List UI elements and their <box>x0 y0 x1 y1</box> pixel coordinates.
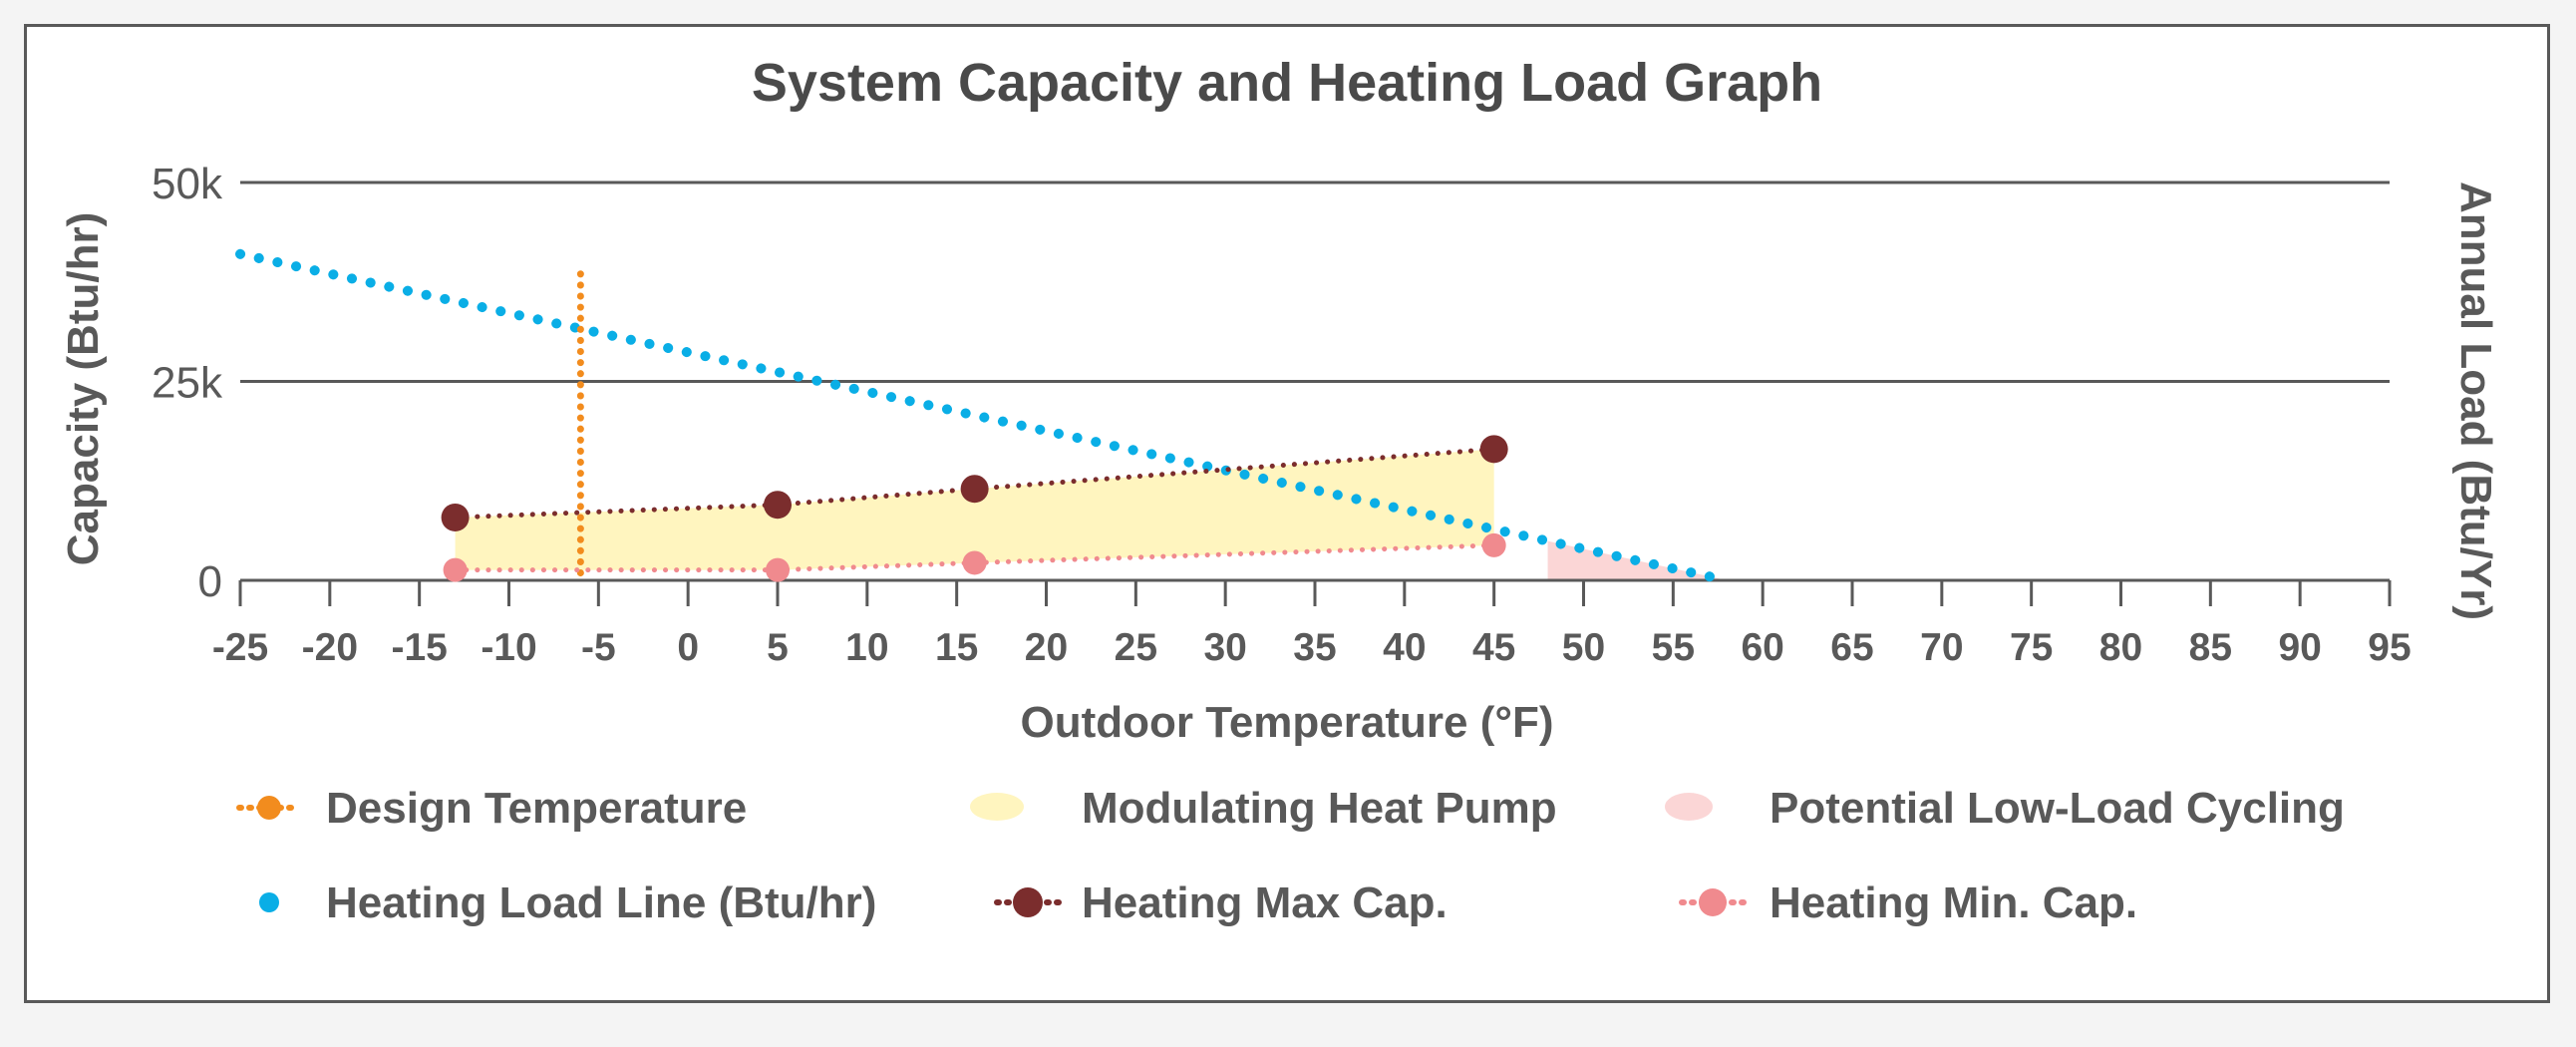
x-tick-label: 20 <box>1025 626 1068 669</box>
y-tick-label: 25k <box>152 359 223 408</box>
x-tick-label: 30 <box>1203 626 1246 669</box>
legend-label-design-temperature: Design Temperature <box>326 784 747 833</box>
y-axis-label: Capacity (Btu/hr) <box>59 212 108 565</box>
legend-item-modulating-heat-pump: Modulating Heat Pump <box>970 784 1557 833</box>
x-tick-label: 60 <box>1741 626 1783 669</box>
grid-lines <box>240 180 2390 383</box>
heating-max-cap-point <box>441 503 470 531</box>
x-axis-label: Outdoor Temperature (°F) <box>1020 698 1553 747</box>
legend-item-heating-max-cap: Heating Max Cap. <box>994 878 1448 927</box>
legend-item-heating-min-cap: Heating Min. Cap. <box>1679 878 2137 927</box>
legend: Design Temperature Heating Load Line (Bt… <box>236 784 2345 927</box>
x-tick-label: 80 <box>2099 626 2142 669</box>
x-tick-label: 35 <box>1293 626 1336 669</box>
legend-label-heating-min-cap: Heating Min. Cap. <box>1770 878 2137 927</box>
heating-max-cap-point <box>1479 435 1508 464</box>
chart-frame: System Capacity and Heating Load Graph 0… <box>24 24 2550 1003</box>
x-tick-label: -5 <box>581 626 616 669</box>
x-tick-label: 15 <box>935 626 978 669</box>
chart-title: System Capacity and Heating Load Graph <box>752 53 1822 113</box>
legend-label-potential-low-load-cycling: Potential Low-Load Cycling <box>1770 784 2345 833</box>
x-tick-label: 55 <box>1652 626 1695 669</box>
legend-item-design-temperature: Design Temperature <box>236 784 747 833</box>
legend-label-modulating-heat-pump: Modulating Heat Pump <box>1082 784 1557 833</box>
x-tick-label: 40 <box>1383 626 1426 669</box>
x-tick-label: 85 <box>2189 626 2232 669</box>
x-tick-label: 25 <box>1115 626 1157 669</box>
y-axis-tick-labels: 0 25k 50k <box>152 160 223 606</box>
heating-min-cap-point <box>443 557 468 582</box>
heating-min-cap-point <box>962 550 987 575</box>
heating-min-cap-point <box>1481 532 1506 557</box>
x-tick-label: -25 <box>212 626 268 669</box>
heating-max-cap-line <box>453 446 1497 521</box>
heating-max-cap-point <box>764 491 792 520</box>
x-tick-label: 95 <box>2368 626 2411 669</box>
x-tick-label: 50 <box>1562 626 1605 669</box>
x-tick-label: 10 <box>845 626 888 669</box>
x-axis <box>238 578 2392 606</box>
y-tick-label: 50k <box>152 160 223 208</box>
x-tick-label: 45 <box>1472 626 1515 669</box>
y-tick-label: 0 <box>198 557 222 606</box>
x-tick-label: 0 <box>677 626 699 669</box>
legend-item-potential-low-load-cycling: Potential Low-Load Cycling <box>1665 784 2345 833</box>
x-tick-label: -15 <box>391 626 447 669</box>
heating-load-line <box>235 248 1733 585</box>
series-layer <box>235 248 1733 585</box>
chart-svg: System Capacity and Heating Load Graph 0… <box>59 53 2500 927</box>
y2-axis-label: Annual Load (Btu/Yr) <box>2451 181 2500 620</box>
legend-label-heating-load-line: Heating Load Line (Btu/hr) <box>326 878 876 927</box>
x-tick-label: -10 <box>481 626 536 669</box>
x-tick-label: -20 <box>302 626 358 669</box>
x-axis-tick-labels: -25 -20 -15 -10 -5 0 5 10 15 20 25 30 35 40 45 50 55 60 65… <box>212 626 2412 669</box>
shaded-regions <box>455 449 1728 580</box>
x-tick-label: 90 <box>2278 626 2321 669</box>
legend-label-heating-max-cap: Heating Max Cap. <box>1082 878 1448 927</box>
heating-min-cap-point <box>766 557 790 582</box>
x-tick-label: 65 <box>1830 626 1873 669</box>
legend-item-heating-load-line: Heating Load Line (Btu/hr) <box>259 878 876 927</box>
heating-min-cap-line <box>453 542 1497 573</box>
heating-max-cap-point <box>960 475 989 504</box>
x-tick-label: 75 <box>2010 626 2053 669</box>
modulating-heat-pump-area <box>455 449 1494 570</box>
x-tick-label: 70 <box>1920 626 1963 669</box>
x-tick-label: 5 <box>767 626 789 669</box>
